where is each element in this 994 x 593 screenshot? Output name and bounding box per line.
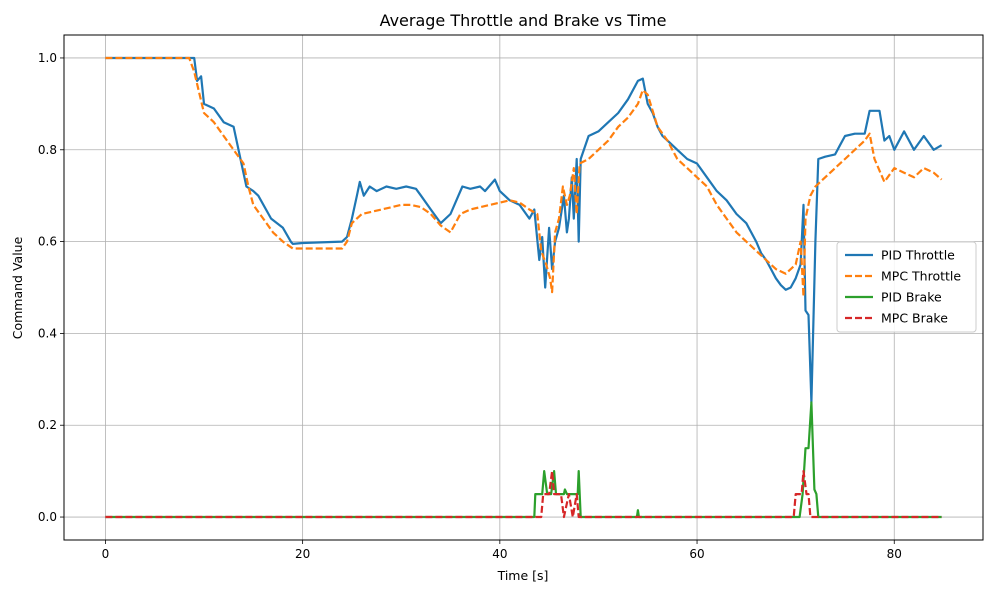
y-axis-label: Command Value <box>10 236 25 339</box>
x-tick-label: 40 <box>492 547 507 561</box>
x-axis-label: Time [s] <box>497 568 549 583</box>
series-line-mpc-throttle <box>105 56 943 298</box>
y-tick-label: 0.8 <box>38 143 57 157</box>
series-line-mpc-brake <box>105 470 942 519</box>
chart-title: Average Throttle and Brake vs Time <box>380 11 667 30</box>
legend-box <box>836 241 977 333</box>
grid <box>64 35 983 540</box>
plot-lines <box>105 56 943 519</box>
y-tick-label: 0.2 <box>38 418 57 432</box>
y-tick-label: 0.0 <box>38 510 57 524</box>
y-tick-label: 1.0 <box>38 51 57 65</box>
legend-label: MPC Throttle <box>881 269 961 284</box>
x-tick-label: 80 <box>887 547 902 561</box>
legend-label: PID Brake <box>881 290 942 305</box>
legend: PID Throttle MPC Throttle PID Brake MPC Bra… <box>836 241 977 333</box>
x-tick-label: 20 <box>295 547 310 561</box>
y-axis: 0.0 0.2 0.4 0.6 0.8 1.0 <box>38 51 64 524</box>
plot-frame <box>63 34 984 541</box>
y-tick-label: 0.6 <box>38 235 57 249</box>
x-axis: 0 20 40 60 80 <box>102 540 902 561</box>
y-tick-label: 0.4 <box>38 326 57 340</box>
series-line-pid-throttle <box>105 56 943 404</box>
legend-label: PID Throttle <box>881 248 955 263</box>
legend-label: MPC Brake <box>881 311 948 326</box>
x-tick-label: 0 <box>102 547 110 561</box>
x-tick-label: 60 <box>689 547 704 561</box>
